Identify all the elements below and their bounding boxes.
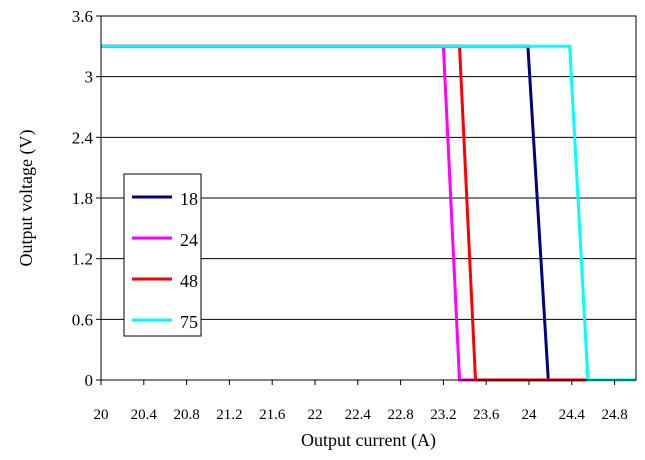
y-tick-label: 0.6 [72, 310, 93, 329]
y-tick-label: 0 [85, 371, 94, 390]
x-tick-label: 23.2 [430, 407, 456, 423]
x-tick-label: 23.6 [473, 407, 500, 423]
legend: 18 24 48 75 [123, 173, 202, 337]
x-tick-label: 21.2 [216, 407, 242, 423]
y-tick-label: 1.8 [72, 189, 93, 208]
x-tick-label: 22 [308, 407, 323, 423]
x-tick-label: 21.6 [259, 407, 286, 423]
x-tick-label: 22.4 [345, 407, 372, 423]
legend-box [123, 173, 202, 337]
y-tick-label: 3 [85, 68, 94, 87]
y-tick-label: 1.2 [72, 250, 93, 269]
legend-label: 75 [180, 312, 198, 332]
x-tick-label: 20.4 [131, 407, 158, 423]
x-tick-label: 24.4 [559, 407, 586, 423]
x-tick-label: 24 [522, 407, 538, 423]
y-tick-label: 3.6 [72, 7, 93, 26]
legend-label: 24 [180, 230, 198, 250]
x-tick-label: 20 [94, 407, 109, 423]
y-tick-label: 2.4 [72, 128, 94, 147]
axes: 0 0.6 1.2 1.8 2.4 3 3.6 20 20.4 20.8 21.2 21.6 22 22.… [72, 7, 628, 423]
legend-label: 48 [180, 271, 198, 291]
legend-label: 18 [180, 189, 198, 209]
y-axis-title: Output voltage (V) [16, 130, 37, 267]
x-tick-label: 24.8 [601, 407, 627, 423]
x-tick-label: 20.8 [173, 407, 199, 423]
x-tick-label: 22.8 [387, 407, 413, 423]
x-axis-title: Output current (A) [301, 430, 436, 451]
